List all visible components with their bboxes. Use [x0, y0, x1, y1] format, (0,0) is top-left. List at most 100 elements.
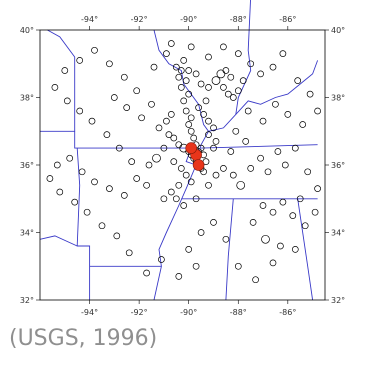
- earthquake-marker: [91, 46, 98, 54]
- earthquake-marker: [227, 73, 235, 81]
- earthquake-marker: [239, 77, 247, 84]
- major-earthquake-marker: [192, 159, 205, 171]
- lon-tick-label-top: -90°: [180, 15, 197, 24]
- earthquake-marker: [289, 212, 297, 219]
- earthquake-marker: [185, 121, 193, 128]
- earthquake-marker: [200, 168, 207, 176]
- earthquake-marker: [175, 73, 183, 81]
- earthquake-marker: [299, 121, 307, 128]
- earthquake-marker: [180, 97, 188, 105]
- state-border-line: [297, 198, 314, 301]
- earthquake-marker: [210, 144, 217, 152]
- earthquake-marker: [224, 90, 232, 98]
- earthquake-marker: [197, 80, 205, 88]
- earthquake-marker: [202, 97, 210, 105]
- earthquake-marker: [272, 100, 279, 108]
- earthquake-marker: [170, 134, 178, 142]
- earthquake-marker: [244, 107, 252, 115]
- earthquake-marker: [175, 141, 183, 149]
- earthquake-marker: [148, 100, 155, 108]
- earthquake-marker: [172, 195, 180, 203]
- earthquake-marker: [76, 57, 84, 64]
- earthquake-marker: [252, 276, 259, 284]
- earthquake-marker: [167, 111, 175, 118]
- earthquake-marker: [182, 171, 190, 179]
- major-earthquakes: [185, 142, 205, 171]
- state-border-line: [225, 198, 234, 301]
- earthquake-marker: [304, 168, 312, 176]
- earthquake-marker: [274, 148, 282, 155]
- earthquake-marker: [279, 198, 287, 206]
- lat-tick-label-right: 38°: [331, 94, 345, 103]
- earthquake-marker: [291, 144, 299, 152]
- earthquake-marker: [175, 273, 183, 280]
- earthquake-marker: [103, 131, 111, 138]
- earthquake-marker: [83, 208, 91, 216]
- earthquake-marker: [220, 84, 227, 91]
- earthquake-marker: [211, 76, 221, 85]
- earthquake-marker: [234, 262, 242, 270]
- earthquake-marker: [227, 148, 235, 155]
- earthquake-marker: [281, 161, 289, 169]
- earthquake-marker: [205, 84, 212, 91]
- lat-tick-label-right: 34°: [331, 229, 345, 238]
- earthquake-marker: [284, 111, 292, 118]
- earthquake-marker: [66, 154, 74, 162]
- lon-tick-label-bottom: -92°: [131, 308, 148, 317]
- lat-tick-label-left: 40°: [20, 26, 34, 35]
- earthquake-marker: [172, 63, 180, 71]
- state-border-line: [40, 130, 197, 166]
- source-caption: (USGS, 1996): [9, 326, 158, 351]
- lon-tick-label-bottom: -86°: [279, 308, 296, 317]
- earthquake-marker: [192, 262, 200, 270]
- earthquake-marker: [88, 117, 96, 125]
- earthquake-marker: [185, 90, 193, 98]
- earthquake-marker: [167, 40, 175, 47]
- earthquake-marker: [210, 124, 217, 132]
- earthquake-marker: [113, 232, 121, 240]
- earthquake-marker: [259, 202, 267, 209]
- earthquake-marker: [128, 158, 136, 165]
- lat-tick-label-left: 34°: [20, 229, 34, 238]
- seismicity-map: -94° -94° -92° -92° -90° -90° -88° -88° -86° -86°…: [20, 0, 345, 317]
- earthquake-marker: [78, 168, 86, 176]
- earthquake-marker: [133, 175, 141, 182]
- earthquake-marker: [143, 269, 150, 277]
- earthquake-marker: [277, 242, 284, 250]
- earthquake-marker: [229, 171, 237, 179]
- graticule-labels: -94° -94° -92° -92° -90° -90° -88° -88° -86° -86°…: [20, 15, 345, 317]
- earthquake-marker: [294, 77, 302, 84]
- earthquake-marker: [242, 138, 250, 145]
- earthquake-marker: [177, 67, 185, 74]
- lon-tick-label-top: -88°: [230, 15, 247, 24]
- earthquake-marker: [138, 114, 145, 122]
- major-earthquake-marker: [185, 142, 197, 154]
- lon-tick-label-top: -94°: [81, 15, 98, 24]
- state-borders: [39, 0, 319, 301]
- earthquake-marker: [163, 117, 170, 125]
- earthquake-marker: [220, 43, 227, 51]
- earthquake-marker: [167, 188, 175, 196]
- lon-tick-label-bottom: -94°: [81, 308, 98, 317]
- earthquake-marker: [187, 178, 195, 186]
- earthquake-marker: [182, 107, 190, 115]
- graticule-ticks: [36, 26, 329, 304]
- earthquake-marker: [46, 175, 54, 182]
- earthquake-marker: [247, 165, 255, 172]
- earthquake-marker: [212, 138, 220, 145]
- state-border-line: [47, 29, 76, 132]
- earthquake-marker: [197, 144, 205, 152]
- earthquake-marker: [187, 43, 195, 51]
- earthquake-marker: [197, 229, 205, 236]
- earthquake-marker: [76, 107, 84, 115]
- earthquake-marker: [133, 87, 141, 95]
- earthquake-marker: [155, 124, 163, 132]
- earthquake-marker: [234, 50, 242, 57]
- earthquake-marker: [205, 53, 212, 61]
- earthquake-marker: [222, 67, 230, 74]
- earthquake-marker: [110, 94, 118, 101]
- earthquake-marker: [143, 181, 150, 189]
- earthquake-marker: [120, 73, 128, 81]
- earthquake-marker: [190, 134, 198, 142]
- earthquake-marker: [249, 219, 257, 226]
